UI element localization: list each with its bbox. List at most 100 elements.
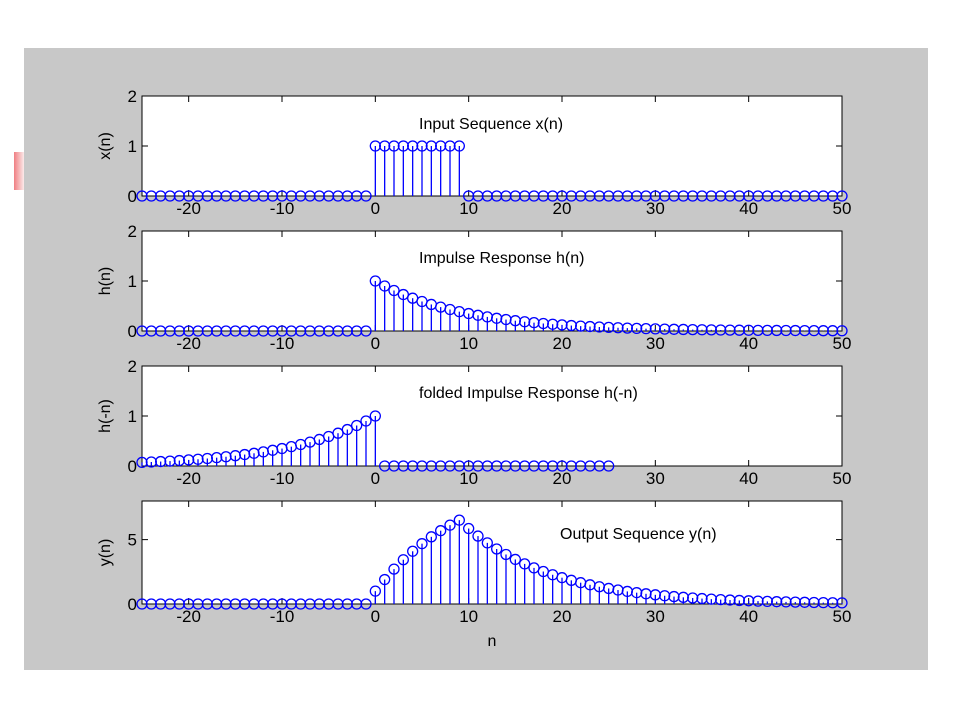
y-tick-label: 0	[128, 457, 137, 476]
y-tick-label: 0	[128, 595, 137, 614]
stem-marker	[593, 460, 605, 472]
stem-marker	[397, 554, 409, 566]
y-tick-label: 1	[128, 407, 137, 426]
stem-marker	[183, 598, 195, 610]
y-axis-label: y(n)	[97, 539, 114, 567]
x-tick-label: -20	[176, 334, 201, 353]
stem-marker	[724, 324, 736, 336]
stem-marker	[397, 460, 409, 472]
stem-marker	[379, 280, 391, 292]
stem-marker	[743, 324, 755, 336]
stem-marker	[211, 598, 223, 610]
stem-marker	[351, 190, 363, 202]
stem-marker	[304, 598, 316, 610]
x-tick-label: 40	[739, 607, 758, 626]
stem-marker	[285, 190, 297, 202]
stem-marker	[341, 325, 353, 337]
stem-marker	[640, 322, 652, 335]
stem-marker	[593, 190, 605, 202]
stem-marker	[388, 140, 400, 152]
x-tick-label: 30	[646, 199, 665, 218]
stem-marker	[817, 596, 829, 609]
x-tick-label: -10	[270, 199, 295, 218]
stem-marker	[397, 140, 409, 152]
stem-marker	[780, 324, 792, 337]
stem-marker	[248, 190, 260, 202]
stem-marker	[491, 460, 503, 472]
stem-marker	[733, 594, 745, 607]
x-tick-label: -10	[270, 334, 295, 353]
stem-marker	[229, 190, 241, 202]
stem-marker	[575, 190, 587, 202]
stem-marker	[565, 460, 577, 472]
y-tick-label: 5	[128, 531, 137, 550]
stem-marker	[621, 190, 633, 202]
axes-box	[141, 95, 843, 197]
y-tick-label: 1	[128, 137, 137, 156]
stem-marker	[267, 190, 279, 202]
stem-marker	[603, 190, 615, 202]
stem-marker	[173, 598, 185, 610]
stem-marker	[668, 190, 680, 202]
stem-marker	[351, 325, 363, 337]
axes-box	[141, 365, 843, 467]
stem-marker	[565, 190, 577, 202]
stem-marker	[593, 321, 605, 333]
y-axis-label: x(n)	[97, 132, 114, 160]
stem-marker	[248, 325, 260, 337]
stem-marker	[360, 415, 372, 427]
stem-marker	[220, 325, 232, 337]
stem-marker	[631, 322, 643, 335]
stem-marker	[379, 460, 391, 472]
stem-marker	[295, 598, 307, 610]
x-tick-label: 20	[553, 469, 572, 488]
x-tick-label: 0	[371, 469, 380, 488]
stem-marker	[481, 460, 493, 472]
plot-title: Impulse Response h(n)	[419, 250, 584, 267]
stem-marker	[332, 190, 344, 202]
stem-marker	[808, 190, 820, 202]
stem-marker	[640, 190, 652, 202]
stem-marker	[677, 323, 689, 336]
x-tick-label: 0	[371, 199, 380, 218]
stem-marker	[509, 460, 521, 472]
stem-marker	[547, 190, 559, 202]
x-tick-label: 40	[739, 334, 758, 353]
stem-marker	[715, 190, 727, 202]
stem-marker	[369, 585, 381, 597]
x-tick-label: 10	[459, 607, 478, 626]
x-tick-label: 50	[833, 469, 852, 488]
stem-marker	[817, 190, 829, 202]
stem-marker	[211, 325, 223, 337]
x-tick-label: -10	[270, 607, 295, 626]
stem-marker	[761, 595, 773, 608]
stem-marker	[257, 325, 269, 337]
stem-marker	[267, 325, 279, 337]
stem-marker	[612, 190, 624, 202]
stem-marker	[481, 190, 493, 202]
stem-marker	[472, 190, 484, 202]
x-tick-label: 20	[553, 607, 572, 626]
stem-marker	[500, 460, 512, 472]
stem-marker	[808, 324, 820, 337]
stem-marker	[761, 324, 773, 337]
stem-marker	[827, 325, 839, 337]
stem-marker	[584, 460, 596, 472]
stem-marker	[547, 460, 559, 472]
x-tick-label: -20	[176, 607, 201, 626]
stem-marker	[500, 548, 512, 561]
stem-marker	[575, 460, 587, 472]
stem-marker	[463, 190, 475, 202]
stem-marker	[696, 190, 708, 202]
stem-marker	[360, 325, 372, 337]
stem-marker	[164, 598, 176, 610]
y-tick-label: 0	[128, 187, 137, 206]
plot-title: folded Impulse Response h(-n)	[419, 385, 638, 402]
stem-marker	[659, 190, 671, 202]
subplot-3	[136, 365, 843, 472]
stem-marker	[724, 190, 736, 202]
plot-title: Output Sequence y(n)	[560, 526, 717, 543]
x-tick-label: 40	[739, 199, 758, 218]
stem-marker	[369, 140, 381, 152]
y-tick-label: 2	[128, 357, 137, 376]
